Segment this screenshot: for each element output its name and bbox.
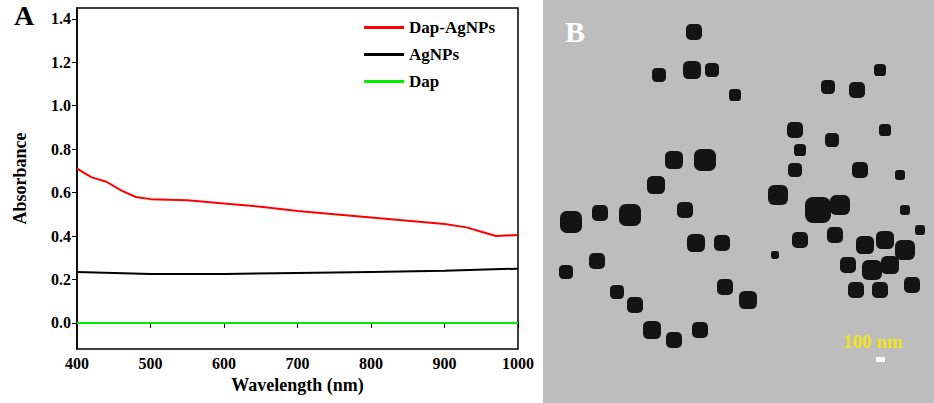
svg-text:500: 500 xyxy=(139,355,163,372)
svg-text:1.4: 1.4 xyxy=(51,10,71,27)
svg-text:0.2: 0.2 xyxy=(51,271,71,288)
svg-text:B: B xyxy=(565,15,585,48)
svg-text:400: 400 xyxy=(65,355,89,372)
svg-text:1.0: 1.0 xyxy=(51,97,71,114)
svg-text:Wavelength (nm): Wavelength (nm) xyxy=(231,375,364,396)
svg-text:0.6: 0.6 xyxy=(51,184,71,201)
svg-text:800: 800 xyxy=(359,355,383,372)
svg-text:0.8: 0.8 xyxy=(51,141,71,158)
svg-text:600: 600 xyxy=(212,355,236,372)
svg-text:0.0: 0.0 xyxy=(51,314,71,331)
svg-text:900: 900 xyxy=(433,355,457,372)
html-text:A: A xyxy=(14,0,35,31)
svg-text:700: 700 xyxy=(286,355,310,372)
svg-text:Dap-AgNPs: Dap-AgNPs xyxy=(409,18,495,37)
svg-text:100 nm: 100 nm xyxy=(843,331,903,352)
svg-text:Dap: Dap xyxy=(409,72,439,91)
svg-text:1000: 1000 xyxy=(502,355,534,372)
svg-text:Absorbance: Absorbance xyxy=(10,132,30,224)
svg-text:AgNPs: AgNPs xyxy=(409,45,459,64)
svg-text:0.4: 0.4 xyxy=(51,228,71,245)
svg-text:1.2: 1.2 xyxy=(51,54,71,71)
